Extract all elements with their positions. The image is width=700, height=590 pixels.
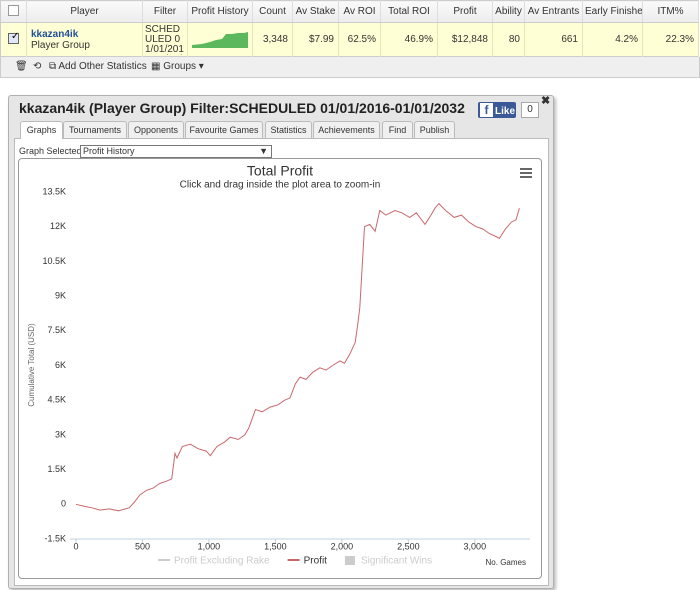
header[interactable]: Ability [492,0,525,23]
stats-table: Player Filter Profit History Count Av St… [0,0,699,57]
x-tick-label: 2,500 [397,541,420,551]
header-checkbox[interactable] [0,0,27,23]
header[interactable]: ITM% [642,0,699,23]
y-tick-label: 13.5K [42,186,66,196]
cell: 4.2% [582,22,643,57]
player-cell: kkazan4ik Player Group [26,22,143,57]
header[interactable]: Player [26,0,143,23]
tab[interactable]: Favourite Games [185,121,263,138]
y-tick-label: 12K [50,221,66,231]
graph-select-value[interactable]: Profit History [83,146,135,156]
tab[interactable]: Graphs [20,121,63,139]
chart-frame [18,158,542,579]
x-tick-label: 2,000 [331,541,354,551]
panel-title: kkazan4ik (Player Group) Filter:SCHEDULE… [19,100,465,116]
filter-text: SCHEDULED 01/01/2016-01/01/2032 [145,24,184,55]
header[interactable]: Early Finishes [582,0,643,23]
y-tick-label: 3K [55,429,66,439]
legend-label[interactable]: Profit Excluding Rake [174,556,270,567]
like-text[interactable]: Like [495,106,516,117]
legend-label[interactable]: Profit [304,556,328,567]
header[interactable]: Av Stake [292,0,339,23]
chart-title: Total Profit [247,163,313,179]
y-tick-label: 10.5K [42,256,66,266]
header[interactable]: Av Entrants [524,0,583,23]
tab[interactable]: Opponents [128,121,184,138]
x-tick-label: 3,000 [464,541,487,551]
y-axis-label: Cumulative Total (USD) [27,323,36,407]
tab[interactable]: Achievements [313,121,380,138]
cell: 22.3% [642,22,699,57]
sparkline [192,32,248,48]
chart-subtitle: Click and drag inside the plot area to z… [180,180,381,191]
profit-sparkline [187,22,253,57]
profit-line [75,202,520,512]
menu-button[interactable] [520,168,532,178]
y-tick-label: 1.5K [47,464,66,474]
link-icon[interactable]: ⟲ [33,61,42,72]
legend-label[interactable]: Significant Wins [361,556,432,567]
row-checkbox[interactable]: ✓ [0,22,27,57]
tab-content [14,138,549,586]
add-statistics-text[interactable]: Add Other Statistics [58,61,147,72]
chart: Total Profit Click and drag inside the p… [27,163,532,567]
delete-icon[interactable]: 🗑 [15,61,28,72]
cell: 62.5% [338,22,381,57]
groups-text[interactable]: Groups [163,61,197,72]
header[interactable]: Av ROI [338,0,381,23]
cell: $7.99 [292,22,339,57]
header[interactable]: Profit History [187,0,253,23]
tab[interactable]: Publish [414,121,455,138]
y-tick-label: 0 [61,499,66,509]
y-tick-label: 9K [55,290,66,300]
y-tick-label: 4.5K [47,395,66,405]
cell: 46.9% [380,22,438,57]
header[interactable]: Count [252,0,293,23]
add-statistics[interactable]: ⧉ Add Other Statistics [49,61,147,72]
x-tick-label: 0 [73,541,78,551]
player-name[interactable]: kkazan4ik [31,28,79,40]
graph-select[interactable]: Profit History ▼ [80,145,272,158]
cell: 80 [492,22,525,57]
sparkline-area [192,32,248,48]
player-type: Player Group [31,39,90,51]
like-count: 0 [521,102,539,118]
like-button[interactable]: f Like [478,102,516,118]
x-tick-label: 1,000 [198,541,221,551]
graph-selected-label: Graph Selected: [19,146,85,156]
y-tick-label: 7.5K [47,325,66,335]
header[interactable]: Profit [437,0,493,23]
groups[interactable]: ▦ Groups ▾ [151,61,204,72]
cell: 3,348 [252,22,293,57]
x-axis-label: No. Games [486,558,526,567]
x-tick-label: 500 [135,541,150,551]
legend-symbol [344,556,355,565]
x-tick-label: 1,500 [264,541,287,551]
header[interactable]: Total ROI [380,0,438,23]
cell: 661 [524,22,583,57]
cell: $12,848 [437,22,493,57]
tab[interactable]: Find [382,121,413,138]
y-tick-label: -1.5K [44,533,66,543]
header[interactable]: Filter [142,0,188,23]
close-button[interactable]: ✖ [541,95,551,107]
filter-cell: SCHEDULED 01/01/2016-01/01/2032 [142,22,188,57]
tab[interactable]: Tournaments [63,121,127,138]
toolbar: 🗑 ⟲ ⧉ Add Other Statistics ▦ Groups ▾ [0,57,700,78]
y-tick-label: 6K [55,360,66,370]
tab[interactable]: Statistics [265,121,312,138]
